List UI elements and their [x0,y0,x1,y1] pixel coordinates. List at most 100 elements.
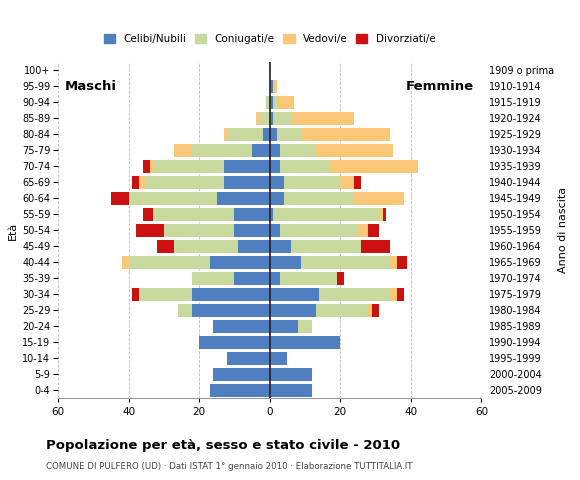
Bar [224,176,270,189]
Bar [270,128,277,141]
Bar [270,336,340,349]
Bar [256,112,259,125]
Bar [270,96,273,109]
Bar [175,240,238,253]
Bar [192,144,252,157]
Text: COMUNE DI PULFERO (UD) · Dati ISTAT 1° gennaio 2010 · Elaborazione TUTTITALIA.IT: COMUNE DI PULFERO (UD) · Dati ISTAT 1° g… [46,462,413,471]
Bar [302,128,390,141]
Bar [270,112,273,125]
Bar [224,160,270,173]
Bar [291,112,354,125]
Bar [280,144,316,157]
Bar [361,240,390,253]
Y-axis label: Anno di nascita: Anno di nascita [559,187,568,274]
Bar [270,224,280,237]
Bar [280,160,329,173]
Bar [270,272,280,285]
Bar [259,112,270,125]
Bar [270,304,316,317]
Bar [368,224,379,237]
Bar [213,320,270,333]
Bar [368,304,372,317]
Bar [372,304,379,317]
Bar [354,192,404,205]
Bar [139,176,146,189]
Bar [277,128,302,141]
Bar [153,208,234,221]
Bar [298,320,312,333]
Bar [153,160,224,173]
Bar [291,240,361,253]
Bar [329,160,418,173]
Bar [270,160,280,173]
Bar [213,368,270,381]
Text: Popolazione per età, sesso e stato civile - 2010: Popolazione per età, sesso e stato civil… [46,439,401,452]
Bar [270,320,298,333]
Bar [146,176,224,189]
Legend: Celibi/Nubili, Coniugati/e, Vedovi/e, Divorziati/e: Celibi/Nubili, Coniugati/e, Vedovi/e, Di… [104,34,436,44]
Bar [397,288,404,301]
Bar [270,144,280,157]
Bar [234,224,270,237]
Bar [210,256,270,269]
Bar [132,288,139,301]
Bar [150,160,153,173]
Bar [129,256,210,269]
Bar [273,112,291,125]
Bar [270,176,284,189]
Bar [143,208,153,221]
Bar [129,192,217,205]
Bar [192,272,234,285]
Bar [266,96,270,109]
Bar [157,240,175,253]
Bar [273,96,277,109]
Bar [390,288,397,301]
Bar [210,384,270,397]
Bar [273,208,379,221]
Bar [319,288,390,301]
Bar [270,288,319,301]
Bar [178,304,192,317]
Bar [132,176,139,189]
Text: Maschi: Maschi [65,80,117,93]
Bar [199,336,270,349]
Bar [234,272,270,285]
Bar [397,256,407,269]
Bar [139,288,192,301]
Bar [270,240,291,253]
Bar [192,288,270,301]
Bar [284,192,354,205]
Bar [383,208,386,221]
Bar [302,256,390,269]
Bar [270,384,312,397]
Bar [217,192,270,205]
Bar [277,96,295,109]
Bar [270,256,302,269]
Bar [270,368,312,381]
Bar [284,176,340,189]
Bar [280,272,337,285]
Bar [358,224,368,237]
Bar [192,304,270,317]
Bar [111,192,129,205]
Bar [270,352,287,365]
Bar [164,224,234,237]
Bar [273,80,277,93]
Bar [263,128,270,141]
Bar [390,256,397,269]
Bar [270,192,284,205]
Bar [238,240,270,253]
Bar [280,224,358,237]
Bar [354,176,361,189]
Bar [316,144,393,157]
Bar [227,352,270,365]
Bar [224,128,227,141]
Bar [252,144,270,157]
Bar [175,144,192,157]
Bar [340,176,354,189]
Bar [227,128,263,141]
Y-axis label: Età: Età [8,221,18,240]
Text: Femmine: Femmine [406,80,474,93]
Bar [136,224,164,237]
Bar [270,80,273,93]
